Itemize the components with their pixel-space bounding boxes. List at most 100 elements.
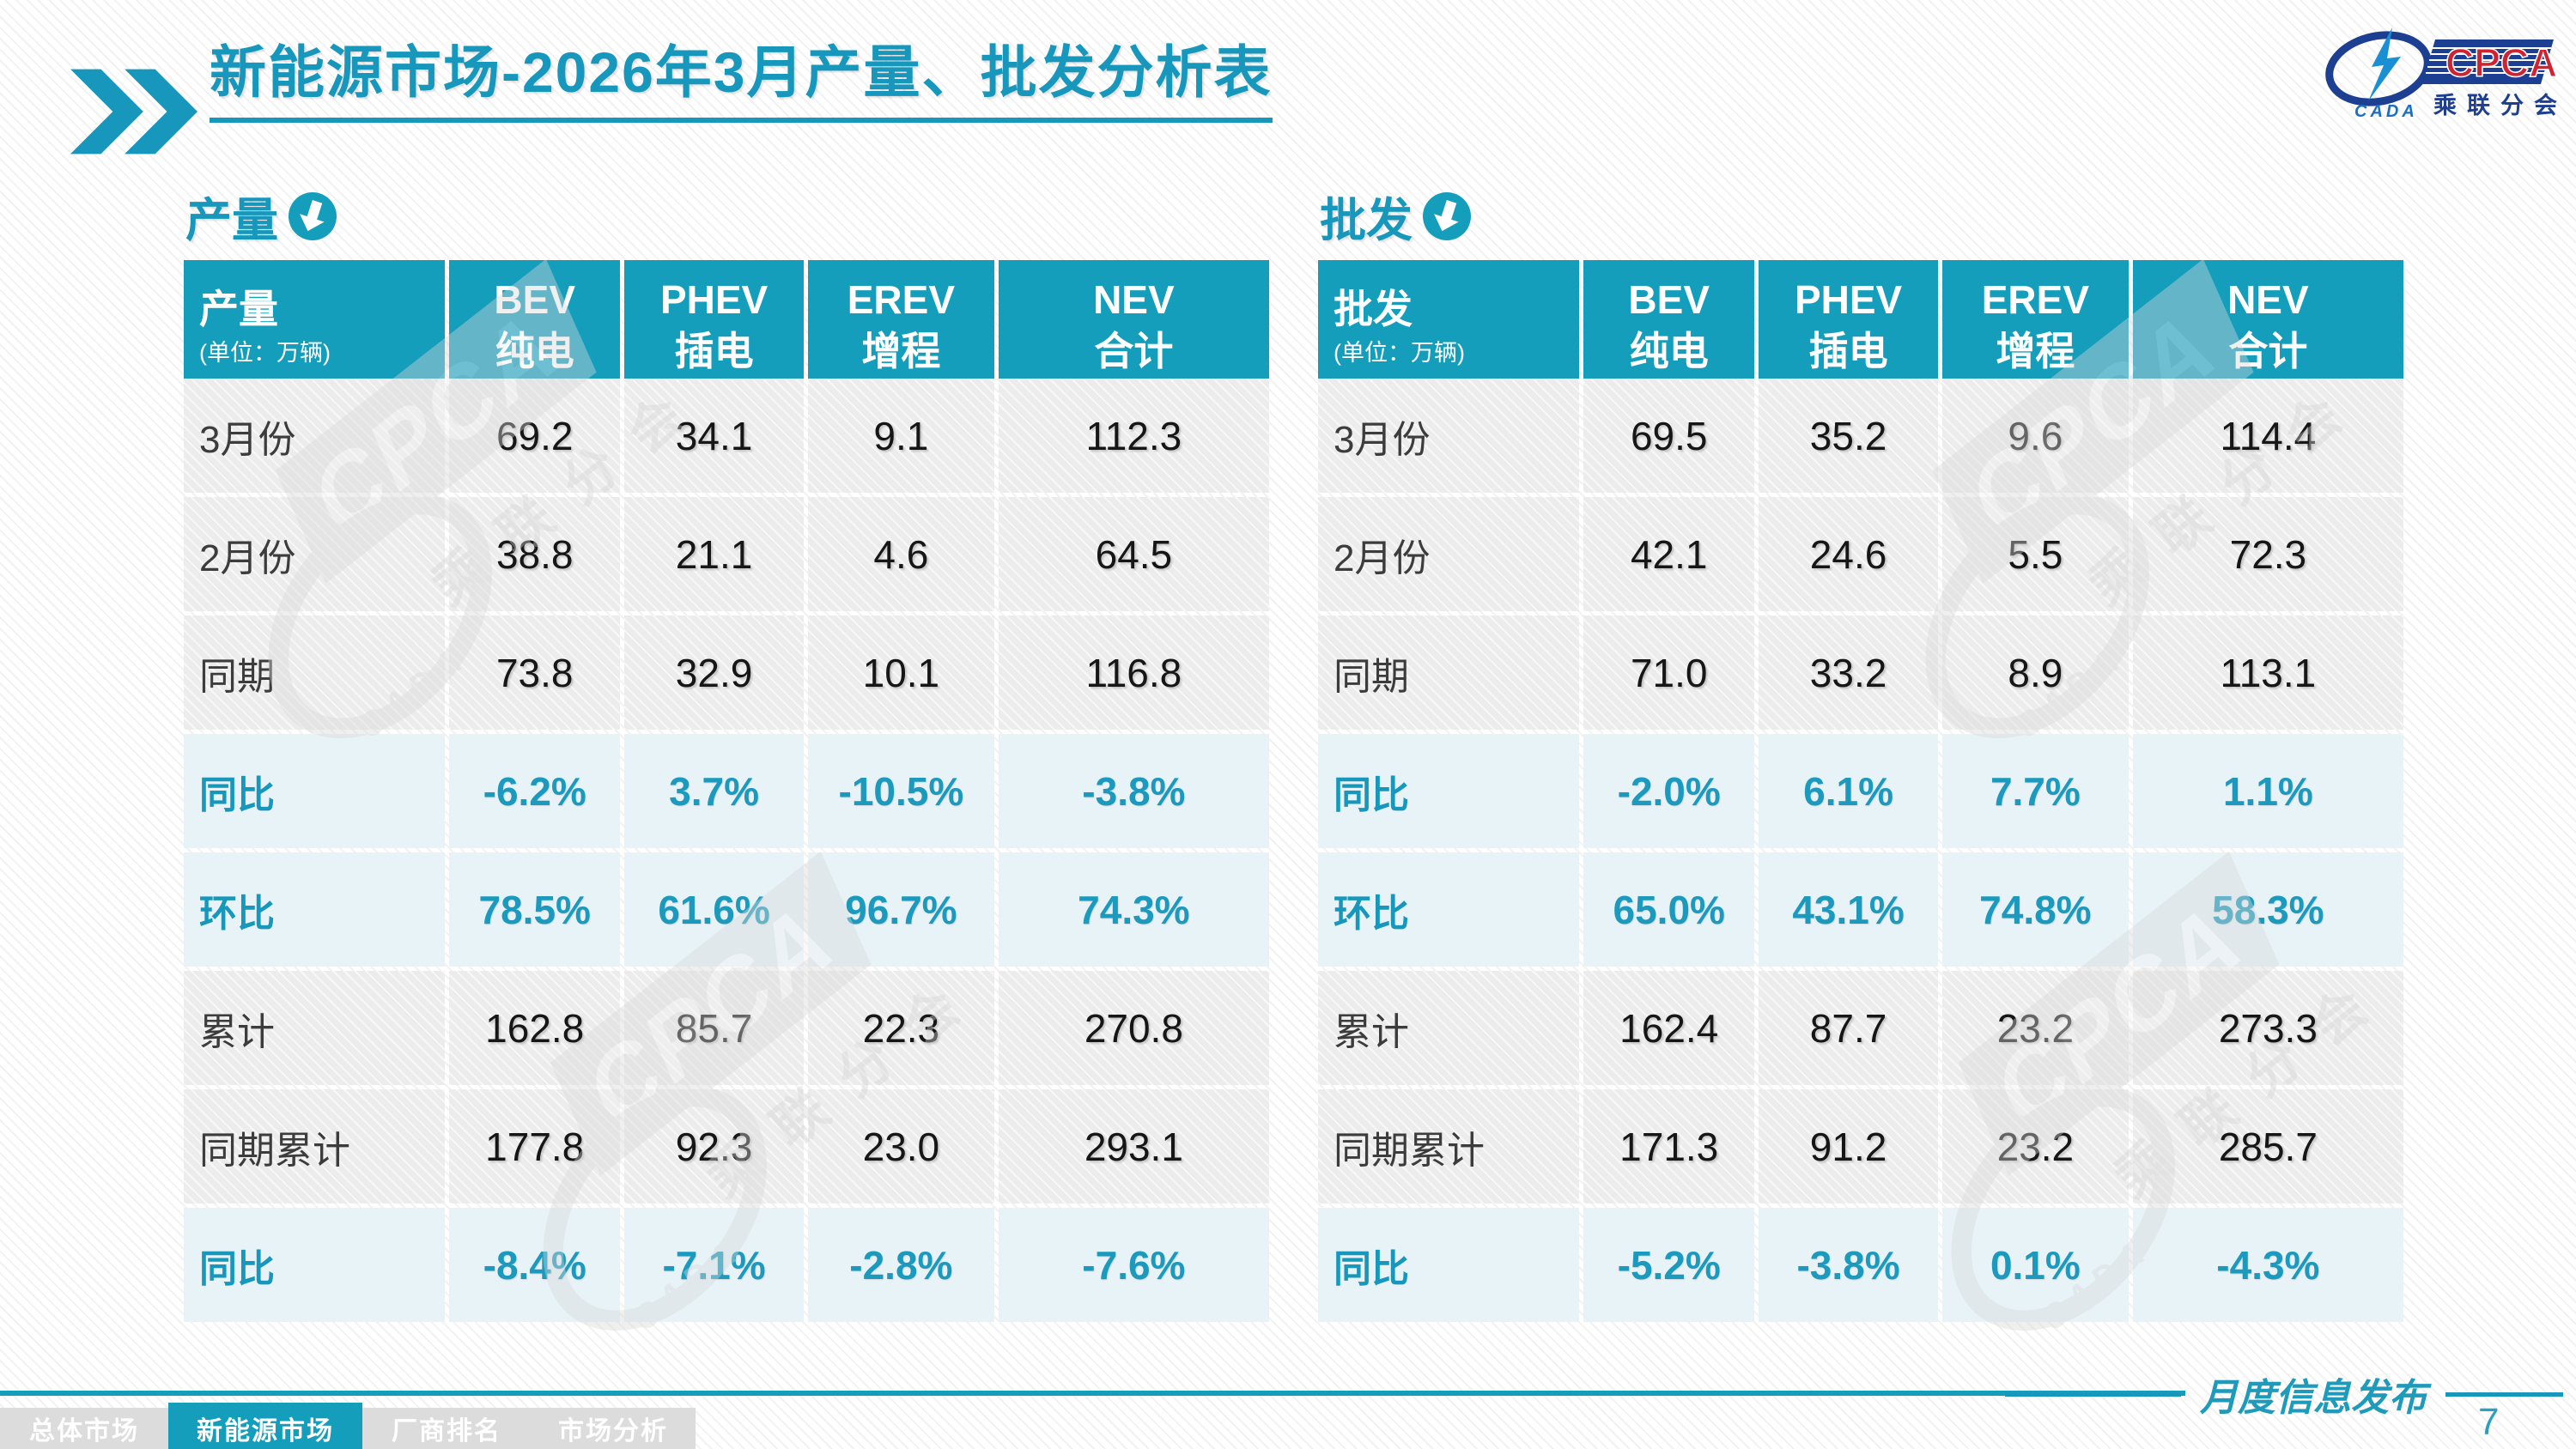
cell-value: 6.1% (1759, 734, 1938, 848)
cell-value: 5.5 (1941, 497, 2129, 611)
cell-value: 72.3 (2132, 497, 2403, 611)
column-header: NEV 合计 (2132, 260, 2403, 392)
cell-value: 73.8 (449, 615, 621, 730)
cell-value: 23.2 (1941, 1089, 2129, 1203)
column-header: EREV 增程 (1941, 260, 2129, 392)
row-label: 同期累计 (1318, 1089, 1580, 1203)
cell-value: -7.1% (624, 1208, 804, 1322)
cell-value: 43.1% (1759, 852, 1938, 967)
cell-value: -3.8% (998, 734, 1269, 848)
cell-value: 4.6 (807, 497, 994, 611)
cell-value: 9.6 (1941, 379, 2129, 493)
table-corner-header: 批发 (单位：万辆) (1318, 260, 1580, 392)
logo-cpca-text: CPCA (2445, 40, 2557, 85)
cell-value: 22.3 (807, 971, 994, 1085)
row-label: 同期累计 (184, 1089, 446, 1203)
cell-value: 74.8% (1941, 852, 2129, 967)
cell-value: 270.8 (998, 971, 1269, 1085)
cell-value: 96.7% (807, 852, 994, 967)
cell-value: 285.7 (2132, 1089, 2403, 1203)
column-header: PHEV 插电 (624, 260, 804, 392)
cell-value: 69.2 (449, 379, 621, 493)
nav-tab-1[interactable]: 总体市场 (29, 1417, 139, 1446)
cell-value: 112.3 (998, 379, 1269, 493)
table-header-title: 批发 (1334, 286, 1413, 331)
row-label: 累计 (184, 971, 446, 1085)
row-label: 同比 (184, 734, 446, 848)
row-label: 3月份 (1318, 379, 1580, 493)
cell-value: 177.8 (449, 1089, 621, 1203)
cell-value: -3.8% (1759, 1208, 1938, 1322)
row-label: 3月份 (184, 379, 446, 493)
production-section-label: 产量 (185, 195, 278, 246)
cell-value: 24.6 (1759, 497, 1938, 611)
nav-tab-3[interactable]: 厂商排名 (392, 1417, 501, 1446)
wholesale-section-head: 批发 (1320, 182, 1473, 250)
cell-value: 1.1% (2132, 734, 2403, 848)
down-arrow-icon (1423, 191, 1471, 240)
cell-value: -2.8% (807, 1208, 994, 1322)
row-label: 同期 (1318, 615, 1580, 730)
cell-value: -8.4% (449, 1208, 621, 1322)
cell-value: -6.2% (449, 734, 621, 848)
cell-value: 162.4 (1583, 971, 1755, 1085)
cell-value: 3.7% (624, 734, 804, 848)
nav-tab-4[interactable]: 市场分析 (558, 1417, 668, 1446)
table-header-title: 产量 (199, 286, 278, 331)
cell-value: -7.6% (998, 1208, 1269, 1322)
cell-value: 69.5 (1583, 379, 1755, 493)
double-chevron-icon (70, 69, 197, 155)
nav-tab-2[interactable]: 新能源市场 (168, 1403, 362, 1449)
cell-value: 116.8 (998, 615, 1269, 730)
wholesale-table: 批发 (单位：万辆) BEV 纯电 PHEV 插电 EREV 增程 NEV 合计 3月份 69.5 35… (1318, 260, 2403, 1322)
row-label: 环比 (1318, 852, 1580, 967)
column-header: EREV 增程 (807, 260, 994, 392)
cell-value: 71.0 (1583, 615, 1755, 730)
cell-value: 0.1% (1941, 1208, 2129, 1322)
cell-value: 9.1 (807, 379, 994, 493)
cell-value: 58.3% (2132, 852, 2403, 967)
cell-value: 91.2 (1759, 1089, 1938, 1203)
production-section-head: 产量 (185, 182, 338, 250)
column-header: NEV 合计 (998, 260, 1269, 392)
cell-value: 21.1 (624, 497, 804, 611)
cell-value: 64.5 (998, 497, 1269, 611)
cell-value: 92.3 (624, 1089, 804, 1203)
logo-cada-text: CADA (2354, 102, 2418, 120)
cell-value: 65.0% (1583, 852, 1755, 967)
bottom-nav: 总体市场 新能源市场 厂商排名 市场分析 (0, 1403, 696, 1449)
decorative-line (2005, 1391, 2181, 1397)
page-title: 新能源市场-2026年3月产量、批发分析表 (210, 41, 1273, 123)
cell-value: 61.6% (624, 852, 804, 967)
cell-value: 10.1 (807, 615, 994, 730)
cell-value: 162.8 (449, 971, 621, 1085)
cell-value: 113.1 (2132, 615, 2403, 730)
row-label: 同比 (1318, 1208, 1580, 1322)
cell-value: 23.0 (807, 1089, 994, 1203)
cell-value: 7.7% (1941, 734, 2129, 848)
cell-value: 32.9 (624, 615, 804, 730)
row-label: 累计 (1318, 971, 1580, 1085)
down-arrow-icon (289, 191, 337, 240)
cell-value: 42.1 (1583, 497, 1755, 611)
column-header: PHEV 插电 (1759, 260, 1938, 392)
cell-value: 78.5% (449, 852, 621, 967)
cell-value: -10.5% (807, 734, 994, 848)
cell-value: 35.2 (1759, 379, 1938, 493)
cpca-logo: CADA CPCA 乘联分会 (2325, 27, 2558, 120)
page-number: 7 (2478, 1401, 2500, 1443)
wholesale-section-label: 批发 (1320, 195, 1413, 246)
cell-value: 74.3% (998, 852, 1269, 967)
cell-value: -5.2% (1583, 1208, 1755, 1322)
row-label: 2月份 (184, 497, 446, 611)
cell-value: 273.3 (2132, 971, 2403, 1085)
cell-value: 114.4 (2132, 379, 2403, 493)
cell-value: 171.3 (1583, 1089, 1755, 1203)
production-table: 产量 (单位：万辆) BEV 纯电 PHEV 插电 EREV 增程 NEV 合计 3月份 69.2 34… (184, 260, 1269, 1322)
row-label: 同期 (184, 615, 446, 730)
row-label: 环比 (184, 852, 446, 967)
table-header-unit: (单位：万辆) (1334, 340, 1465, 367)
table-corner-header: 产量 (单位：万辆) (184, 260, 446, 392)
cell-value: 293.1 (998, 1089, 1269, 1203)
